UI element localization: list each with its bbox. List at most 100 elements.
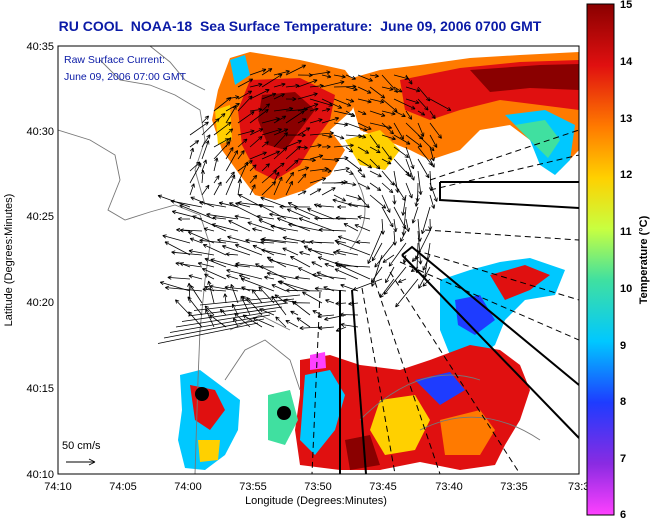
current-vector: [336, 249, 359, 256]
current-vector: [249, 164, 257, 172]
current-vector: [405, 74, 413, 85]
station-marker[interactable]: [277, 406, 291, 420]
current-vector: [309, 154, 324, 160]
current-vector: [188, 249, 215, 256]
current-vector: [345, 98, 355, 103]
current-vector: [167, 275, 191, 280]
current-vector: [347, 202, 371, 208]
current-vector: [225, 146, 234, 160]
current-vector: [201, 140, 210, 160]
current-vector: [273, 147, 288, 160]
current-vector: [381, 110, 396, 116]
colorbar-tick: 9: [620, 340, 626, 352]
current-vector: [285, 171, 295, 184]
colorbar-tick: 10: [620, 283, 632, 295]
current-vector: [357, 215, 371, 220]
current-vector: [192, 215, 227, 232]
current-vector: [225, 102, 240, 112]
current-vector: [210, 258, 239, 268]
current-vector: [189, 147, 195, 160]
current-vector: [285, 288, 323, 293]
current-vector: [213, 121, 232, 136]
map-area[interactable]: Raw Surface Current: June 09, 2006 07:00…: [58, 46, 579, 474]
current-vector: [381, 170, 395, 186]
x-tick-label: 73:55: [239, 481, 267, 493]
current-vector: [307, 248, 335, 256]
current-vector: [187, 302, 289, 317]
current-vector: [285, 64, 307, 76]
current-vector: [369, 98, 385, 104]
current-vector: [199, 200, 227, 208]
current-vector: [249, 107, 263, 112]
current-vector: [162, 234, 191, 244]
y-tick-label: 40:35: [26, 41, 54, 53]
current-vector: [228, 202, 263, 220]
current-vector: [266, 271, 299, 280]
current-vector: [273, 162, 285, 172]
current-vector: [392, 194, 397, 205]
current-vector: [393, 170, 400, 193]
current-vector: [252, 227, 263, 232]
current-vector: [309, 118, 323, 124]
current-vector: [321, 80, 345, 88]
current-vector: [273, 171, 280, 184]
current-vector: [393, 98, 416, 110]
current-vector: [307, 207, 335, 220]
current-vector: [357, 158, 373, 169]
current-vector: [392, 230, 397, 246]
current-vector: [309, 143, 322, 148]
current-vector: [261, 92, 277, 100]
current-vector: [203, 227, 215, 232]
current-vector: [190, 285, 203, 304]
y-tick-label: 40:15: [26, 383, 54, 395]
current-vector: [297, 166, 310, 172]
current-vector: [201, 134, 211, 148]
current-vector: [237, 90, 253, 100]
x-tick-label: 73:35: [500, 481, 528, 493]
current-vector: [381, 158, 392, 165]
current-vector: [179, 204, 215, 220]
station-marker[interactable]: [195, 387, 209, 401]
current-vector: [223, 293, 228, 304]
current-vector: [333, 180, 348, 185]
current-vector: [225, 128, 234, 136]
current-vector: [393, 218, 398, 233]
current-vector: [177, 216, 191, 222]
current-vector: [357, 98, 372, 104]
current-vector: [337, 235, 359, 244]
current-vector: [213, 141, 231, 160]
current-vector: [321, 107, 331, 112]
current-vector: [290, 256, 311, 268]
current-vector: [249, 82, 263, 88]
scale-arrow: [66, 458, 96, 466]
current-vector: [397, 278, 407, 283]
current-vector: [318, 326, 335, 331]
current-vector: [205, 308, 215, 328]
current-vector: [258, 204, 287, 220]
current-vector: [226, 268, 263, 280]
current-vector: [288, 222, 323, 232]
x-tick-label: 74:00: [174, 481, 202, 493]
current-vector: [285, 139, 302, 148]
current-vector: [417, 98, 429, 111]
current-vector: [225, 95, 240, 100]
colorbar-label: Temperature (°C): [638, 215, 650, 304]
current-vector: [311, 261, 323, 268]
current-vector: [190, 196, 215, 208]
current-vector: [335, 326, 347, 332]
current-vector: [393, 110, 406, 117]
current-vector: [345, 182, 357, 187]
x-axis-label: Longitude (Degrees:Minutes): [245, 495, 387, 507]
current-vector: [225, 174, 236, 196]
current-vector: [314, 286, 347, 292]
current-vector: [206, 212, 239, 220]
current-vector: [297, 92, 318, 100]
current-vector: [260, 240, 275, 245]
current-vector: [261, 141, 269, 148]
current-vector: [225, 252, 239, 257]
current-vector: [261, 237, 299, 244]
colorbar-tick: 14: [620, 56, 633, 68]
current-vector: [297, 157, 316, 163]
current-vector: [335, 301, 347, 306]
current-vector: [234, 243, 263, 256]
